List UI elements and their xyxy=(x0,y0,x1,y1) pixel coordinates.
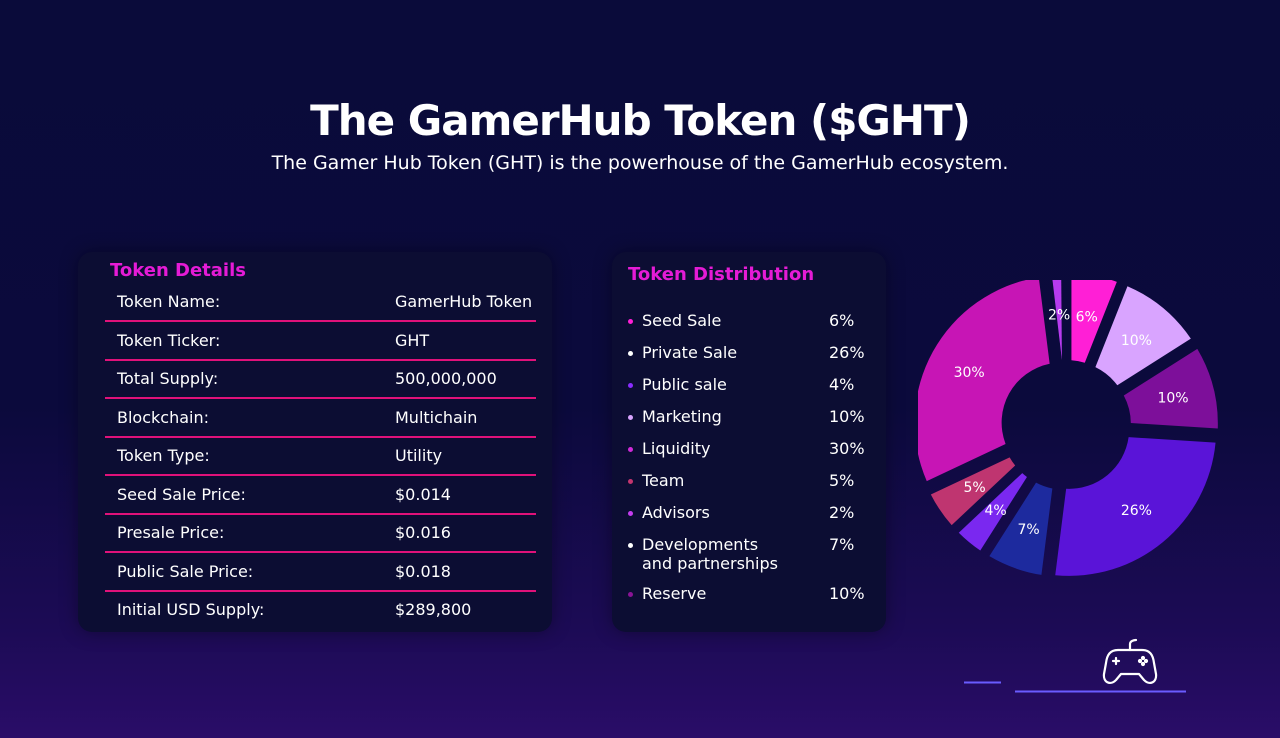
token-detail-label: Blockchain: xyxy=(117,407,209,427)
token-detail-value: Multichain xyxy=(395,407,478,427)
donut-slice-label: 10% xyxy=(1157,391,1188,407)
donut-slice xyxy=(930,457,1016,526)
distribution-item-name: Developments and partnerships xyxy=(642,535,778,573)
distribution-item-name: Team xyxy=(642,471,685,490)
page-title: The GamerHub Token ($GHT) xyxy=(310,96,971,145)
donut-slice-label: 6% xyxy=(1076,309,1098,325)
donut-slice xyxy=(918,280,1050,482)
donut-slice xyxy=(1071,280,1117,363)
bullet-dot-icon xyxy=(628,543,633,548)
token-detail-row: Token Ticker: GHT xyxy=(105,321,537,359)
row-divider xyxy=(105,320,536,322)
token-detail-row: Presale Price: $0.016 xyxy=(105,513,537,551)
page-subtitle: The Gamer Hub Token (GHT) is the powerho… xyxy=(271,152,1009,174)
token-detail-label: Token Name: xyxy=(117,292,221,311)
distribution-item-name: Advisors xyxy=(642,503,710,522)
token-detail-label: Presale Price: xyxy=(117,523,225,542)
distribution-item-percent: 4% xyxy=(829,375,855,394)
token-detail-label: Seed Sale Price: xyxy=(117,484,246,504)
donut-slice xyxy=(989,482,1053,575)
token-detail-row: Initial USD Supply: $289,800 xyxy=(105,590,537,628)
distribution-item-name: Seed Sale xyxy=(642,311,722,330)
row-divider xyxy=(105,474,536,476)
token-detail-label: Total Supply: xyxy=(117,369,219,388)
token-detail-value: 500,000,000 xyxy=(395,369,497,388)
token-detail-label: Initial USD Supply: xyxy=(117,600,265,619)
token-detail-label: Token Type: xyxy=(117,446,210,465)
bullet-dot-icon xyxy=(628,351,633,356)
bullet-dot-icon xyxy=(628,511,633,516)
donut-slice-label: 4% xyxy=(984,503,1006,519)
token-distribution-card: Token Distribution Seed Sale 6% Private Sa… xyxy=(612,252,886,632)
distribution-item-name: Private Sale xyxy=(642,343,738,362)
donut-slice-label: 10% xyxy=(1121,333,1152,349)
token-detail-label: Public Sale Price: xyxy=(117,561,254,581)
token-distribution-donut-chart: 6% 10% 10% 26% 7% 4% 5% 30% 2% xyxy=(918,280,1218,576)
token-detail-value: $0.014 xyxy=(395,484,451,504)
token-distribution-title: Token Distribution xyxy=(628,264,815,285)
token-detail-label: Token Ticker: xyxy=(117,330,221,350)
bullet-dot-icon xyxy=(628,592,633,597)
distribution-item-percent: 10% xyxy=(829,584,865,603)
token-detail-row: Token Type: Utility xyxy=(105,436,537,474)
bullet-dot-icon xyxy=(628,447,633,452)
token-detail-value: GamerHub Token xyxy=(395,292,533,311)
row-divider xyxy=(105,512,536,515)
donut-slice-label: 2% xyxy=(1048,308,1070,324)
token-detail-value: GHT xyxy=(395,330,430,350)
donut-slice xyxy=(1055,437,1216,576)
row-divider xyxy=(105,551,536,553)
distribution-item-percent: 10% xyxy=(829,407,865,426)
distribution-item-name: Liquidity xyxy=(642,439,711,458)
distribution-item-name: Reserve xyxy=(642,584,707,603)
donut-slice xyxy=(958,473,1027,551)
donut-slice-label: 30% xyxy=(954,365,985,381)
token-detail-row: Blockchain: Multichain xyxy=(105,398,537,436)
distribution-item-percent: 6% xyxy=(829,311,855,330)
row-divider xyxy=(105,358,536,361)
token-detail-row: Public Sale Price: $0.018 xyxy=(105,552,537,590)
gamepad-icon xyxy=(1102,638,1158,684)
bullet-dot-icon xyxy=(628,479,633,484)
token-detail-value: $289,800 xyxy=(395,600,472,619)
distribution-item-percent: 7% xyxy=(829,535,855,554)
distribution-item-name: Public sale xyxy=(642,375,727,394)
token-details-card: Token Details Token Name: GamerHub Token T… xyxy=(78,252,552,632)
distribution-item-percent: 2% xyxy=(829,503,855,522)
row-divider xyxy=(105,397,536,399)
donut-slice-label: 7% xyxy=(1017,522,1039,538)
token-detail-value: $0.018 xyxy=(395,561,451,581)
donut-slice xyxy=(1123,348,1218,429)
donut-slice-label: 26% xyxy=(1121,503,1152,519)
token-details-title: Token Details xyxy=(110,260,246,281)
distribution-item-percent: 5% xyxy=(829,471,855,490)
donut-slice xyxy=(1095,286,1191,386)
distribution-item-percent: 30% xyxy=(829,439,865,458)
bullet-dot-icon xyxy=(628,415,633,420)
bullet-dot-icon xyxy=(628,383,633,388)
donut-slice xyxy=(1052,280,1062,361)
row-divider xyxy=(105,589,536,592)
token-detail-row: Total Supply: 500,000,000 xyxy=(105,359,537,397)
token-detail-row: Token Name: GamerHub Token xyxy=(105,282,537,320)
decoration-graphic xyxy=(964,638,1186,693)
distribution-item-name: Marketing xyxy=(642,407,722,426)
distribution-item-percent: 26% xyxy=(829,343,865,362)
row-divider xyxy=(105,435,536,438)
bullet-dot-icon xyxy=(628,319,633,324)
token-detail-value: $0.016 xyxy=(395,523,451,542)
token-detail-value: Utility xyxy=(395,446,443,465)
donut-slice-label: 5% xyxy=(963,480,985,496)
token-detail-row: Seed Sale Price: $0.014 xyxy=(105,475,537,513)
